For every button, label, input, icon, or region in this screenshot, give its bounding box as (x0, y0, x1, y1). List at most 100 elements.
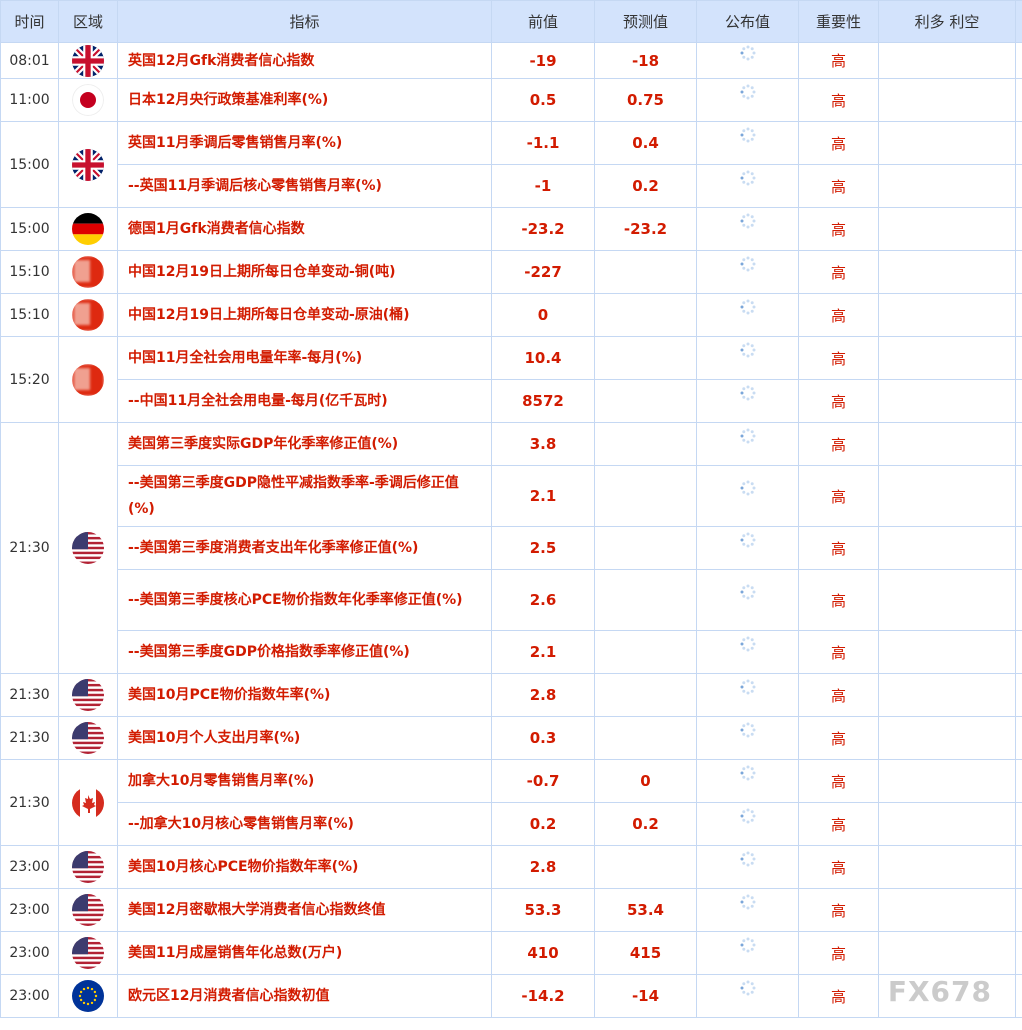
table-row[interactable]: 15:00 英国11月季调后零售销售月率(%) -1.1 0.4 高 (0, 121, 1022, 208)
extra-cell (1015, 569, 1022, 631)
germany-flag-icon (72, 213, 104, 245)
importance-badge: 高 (798, 759, 879, 803)
actual-value (696, 759, 799, 803)
indicator-name[interactable]: 英国12月Gfk消费者信心指数 (117, 42, 492, 79)
impact-cell (878, 759, 1016, 803)
indicator-name[interactable]: --美国第三季度GDP价格指数季率修正值(%) (117, 630, 492, 674)
indicator-name[interactable]: 德国1月Gfk消费者信心指数 (117, 207, 492, 251)
actual-value (696, 974, 799, 1018)
actual-value (696, 422, 799, 466)
extra-cell (1015, 379, 1022, 423)
us-flag-icon (72, 679, 104, 711)
table-row[interactable]: 15:00 德国1月Gfk消费者信心指数 -23.2 -23.2 高 (0, 207, 1022, 251)
table-row[interactable]: --美国第三季度GDP价格指数季率修正值(%) 2.1 高 (1, 630, 1022, 674)
indicator-name[interactable]: 美国12月密歇根大学消费者信心指数终值 (117, 888, 492, 932)
header-importance: 重要性 (798, 0, 879, 43)
indicator-name[interactable]: 美国第三季度实际GDP年化季率修正值(%) (117, 422, 492, 466)
forecast-value: -14 (594, 974, 697, 1018)
region-cell (58, 931, 118, 975)
header-forecast: 预测值 (594, 0, 697, 43)
actual-value (696, 121, 799, 165)
event-time: 15:10 (0, 293, 59, 337)
forecast-value: -23.2 (594, 207, 697, 251)
forecast-value: 415 (594, 931, 697, 975)
table-row[interactable]: --美国第三季度GDP隐性平减指数季率-季调后修正值(%) 2.1 高 (1, 465, 1022, 527)
event-time: 11:00 (0, 78, 59, 122)
indicator-name[interactable]: 美国11月成屋销售年化总数(万户) (117, 931, 492, 975)
importance-badge: 高 (798, 379, 879, 423)
table-row[interactable]: 11:00 日本12月央行政策基准利率(%) 0.5 0.75 高 (0, 78, 1022, 122)
indicator-name[interactable]: 加拿大10月零售销售月率(%) (117, 759, 492, 803)
indicator-name[interactable]: 美国10月核心PCE物价指数年率(%) (117, 845, 492, 889)
table-row[interactable]: 21:30 美国10月个人支出月率(%) 0.3 高 (0, 716, 1022, 760)
indicator-name[interactable]: 英国11月季调后零售销售月率(%) (117, 121, 492, 165)
importance-badge: 高 (798, 888, 879, 932)
table-row[interactable]: 15:10 中国12月19日上期所每日仓单变动-原油(桶) 0 高 (0, 293, 1022, 337)
actual-value (696, 526, 799, 570)
us-flag-icon (72, 851, 104, 883)
indicator-name[interactable]: --英国11月季调后核心零售销售月率(%) (117, 164, 492, 208)
table-row[interactable]: --美国第三季度核心PCE物价指数年化季率修正值(%) 2.6 高 (1, 569, 1022, 631)
table-row[interactable]: 23:00 美国10月核心PCE物价指数年率(%) 2.8 高 (0, 845, 1022, 889)
indicator-name[interactable]: 欧元区12月消费者信心指数初值 (117, 974, 492, 1018)
indicator-name[interactable]: 日本12月央行政策基准利率(%) (117, 78, 492, 122)
indicator-name[interactable]: 中国12月19日上期所每日仓单变动-原油(桶) (117, 293, 492, 337)
previous-value: -227 (491, 250, 595, 294)
indicator-name[interactable]: 中国12月19日上期所每日仓单变动-铜(吨) (117, 250, 492, 294)
previous-value: 0 (491, 293, 595, 337)
extra-cell (1015, 802, 1022, 846)
importance-badge: 高 (798, 802, 879, 846)
extra-cell (1015, 207, 1022, 251)
table-row[interactable]: --美国第三季度消费者支出年化季率修正值(%) 2.5 高 (1, 526, 1022, 570)
loading-spinner-icon (739, 384, 757, 406)
impact-cell (878, 164, 1016, 208)
indicator-name[interactable]: --中国11月全社会用电量-每月(亿千瓦时) (117, 379, 492, 423)
china-flag-icon (72, 299, 104, 331)
table-row[interactable]: 23:00 美国12月密歇根大学消费者信心指数终值 53.3 53.4 高 (0, 888, 1022, 932)
event-time: 23:00 (0, 845, 59, 889)
previous-value: 3.8 (491, 422, 595, 466)
forecast-value: 0.2 (594, 802, 697, 846)
actual-value (696, 164, 799, 208)
table-row[interactable]: 15:20 中国11月全社会用电量年率-每月(%) 10.4 高 (0, 336, 1022, 423)
previous-value: 2.6 (491, 569, 595, 631)
table-row[interactable]: 21:30 美国第三季度实际GDP年化季率修正值(%) 3.8 高 (0, 422, 1022, 674)
event-time: 23:00 (0, 888, 59, 932)
loading-spinner-icon (739, 479, 757, 501)
previous-value: -14.2 (491, 974, 595, 1018)
previous-value: -1.1 (491, 121, 595, 165)
event-time: 15:20 (0, 336, 59, 423)
importance-badge: 高 (798, 293, 879, 337)
table-row[interactable]: --加拿大10月核心零售销售月率(%) 0.2 0.2 高 (1, 802, 1022, 846)
impact-cell (878, 121, 1016, 165)
indicator-name[interactable]: 美国10月个人支出月率(%) (117, 716, 492, 760)
impact-cell (878, 422, 1016, 466)
indicator-name[interactable]: 美国10月PCE物价指数年率(%) (117, 673, 492, 717)
indicator-name[interactable]: --加拿大10月核心零售销售月率(%) (117, 802, 492, 846)
table-row[interactable]: --中国11月全社会用电量-每月(亿千瓦时) 8572 高 (1, 379, 1022, 423)
table-row[interactable]: 23:00 欧元区12月消费者信心指数初值 -14.2 -14 高 (0, 974, 1022, 1018)
table-row[interactable]: 23:00 美国11月成屋销售年化总数(万户) 410 415 高 (0, 931, 1022, 975)
table-row[interactable]: --英国11月季调后核心零售销售月率(%) -1 0.2 高 (1, 164, 1022, 208)
previous-value: -19 (491, 42, 595, 79)
indicator-name[interactable]: --美国第三季度GDP隐性平减指数季率-季调后修正值(%) (117, 465, 492, 527)
table-row[interactable]: 21:30 加拿大10月零售销售月率(%) -0.7 0 高 (0, 759, 1022, 846)
loading-spinner-icon (739, 979, 757, 1001)
indicator-name[interactable]: 中国11月全社会用电量年率-每月(%) (117, 336, 492, 380)
forecast-value (594, 293, 697, 337)
indicator-name[interactable]: --美国第三季度核心PCE物价指数年化季率修正值(%) (117, 569, 492, 631)
forecast-value (594, 422, 697, 466)
japan-flag-icon (72, 84, 104, 116)
indicator-name[interactable]: --美国第三季度消费者支出年化季率修正值(%) (117, 526, 492, 570)
loading-spinner-icon (739, 212, 757, 234)
header-region: 区域 (58, 0, 118, 43)
forecast-value (594, 845, 697, 889)
table-row[interactable]: 15:10 中国12月19日上期所每日仓单变动-铜(吨) -227 高 (0, 250, 1022, 294)
fx678-watermark: FX678 (887, 975, 992, 1008)
table-row[interactable]: 21:30 美国10月PCE物价指数年率(%) 2.8 高 (0, 673, 1022, 717)
table-row[interactable]: 08:01 英国12月Gfk消费者信心指数 -19 -18 高 (0, 42, 1022, 79)
region-cell (58, 250, 118, 294)
forecast-value (594, 250, 697, 294)
actual-value (696, 293, 799, 337)
header-indicator: 指标 (117, 0, 492, 43)
